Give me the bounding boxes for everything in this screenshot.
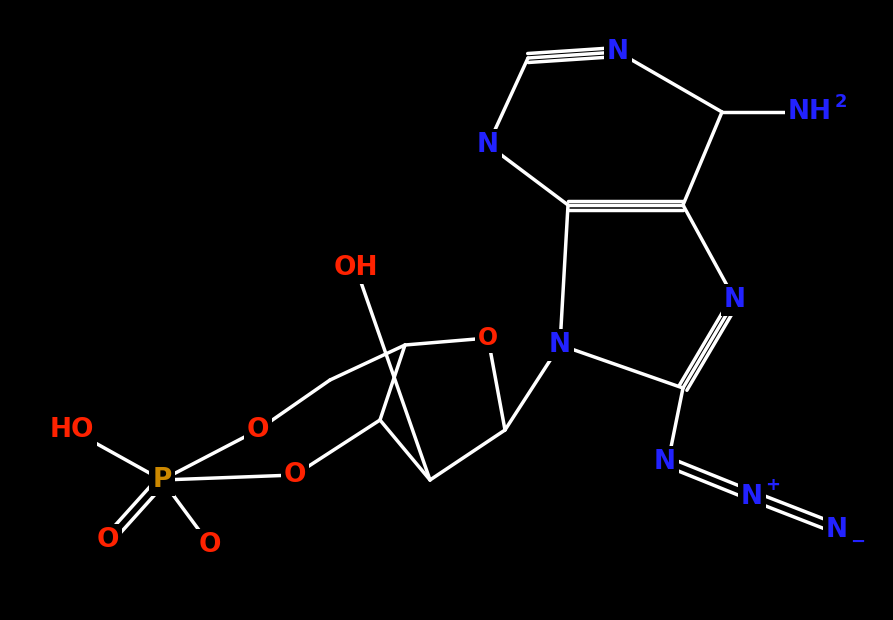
Text: O: O — [478, 326, 498, 350]
Text: O: O — [96, 527, 120, 553]
Text: N: N — [826, 517, 848, 543]
Text: OH: OH — [334, 255, 379, 281]
Text: O: O — [246, 417, 270, 443]
Text: N: N — [607, 39, 629, 65]
Text: N: N — [477, 132, 499, 158]
Text: P: P — [153, 467, 171, 493]
Text: O: O — [284, 462, 306, 488]
Text: +: + — [765, 476, 780, 494]
Text: N: N — [549, 332, 571, 358]
Text: O: O — [199, 532, 221, 558]
Text: N: N — [741, 484, 763, 510]
Text: 2: 2 — [835, 93, 847, 111]
Text: N: N — [654, 449, 676, 475]
Text: HO: HO — [50, 417, 95, 443]
Text: −: − — [850, 533, 865, 551]
Text: NH: NH — [788, 99, 832, 125]
Text: N: N — [724, 287, 746, 313]
